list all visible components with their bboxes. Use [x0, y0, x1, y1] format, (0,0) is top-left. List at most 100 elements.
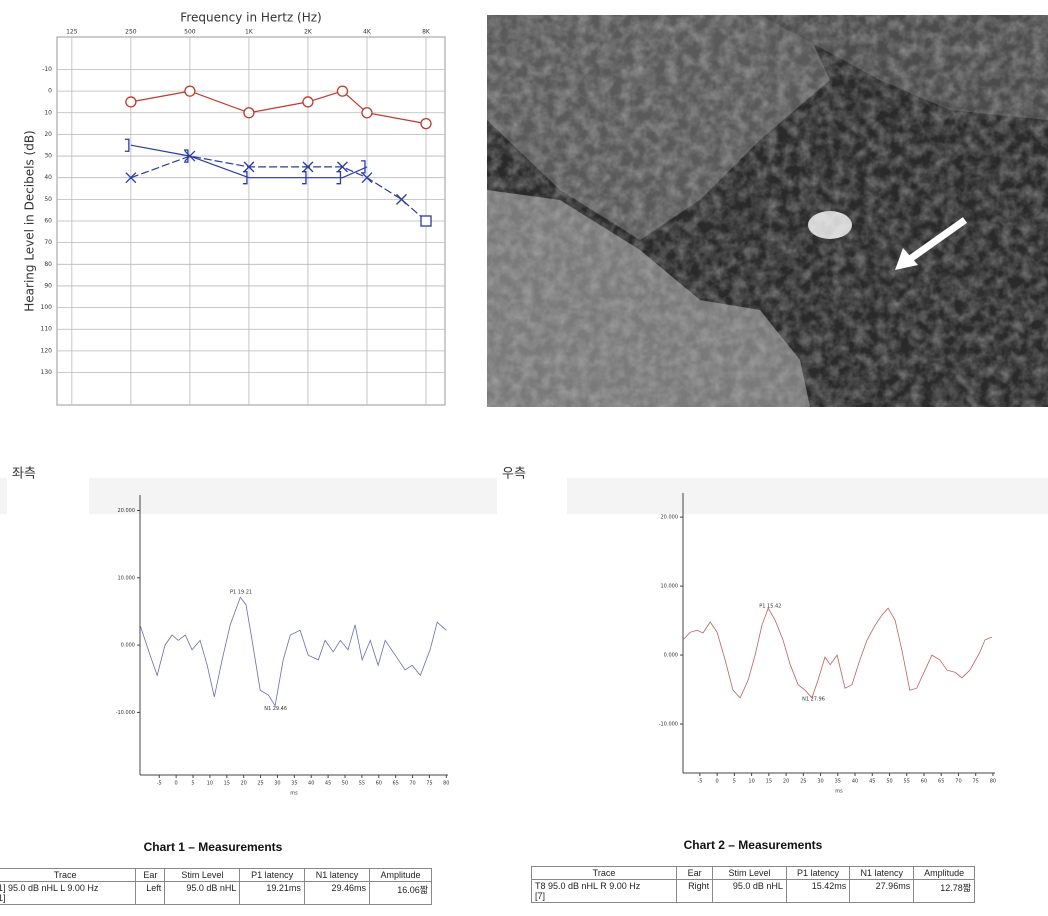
chart-title: Frequency in Hertz (Hz) — [180, 11, 321, 25]
cell: 27.96ms — [849, 879, 915, 903]
x-tick-label: 65 — [938, 779, 944, 785]
marker-square — [420, 215, 432, 227]
marker-circle — [302, 96, 314, 108]
measurement-table: Chart 1 – Measurements Trace Ear Stim Level… — [0, 840, 432, 905]
header-row: Trace Ear Stim Level P1 latency N1 latency Am… — [531, 866, 975, 880]
row: T8 95.0 dB nHL R 9.00 Hz [7] Right 95.0 dB… — [531, 879, 975, 903]
x-tick-label: 30 — [274, 781, 280, 787]
x-tick-label: 55 — [904, 779, 910, 785]
x-tick-label: 45 — [325, 781, 331, 787]
column-header: Amplitude — [369, 868, 432, 882]
x-tick-label: 250 — [125, 29, 137, 36]
column-header: Ear — [675, 866, 714, 880]
table: Trace Ear Stim Level P1 latency N1 latency Am… — [531, 866, 975, 903]
column-header: P1 latency — [239, 868, 305, 882]
marker-x — [337, 161, 348, 173]
y-tick-label: 80 — [44, 261, 52, 268]
marker-x — [361, 172, 373, 184]
cell: 12.78짧 — [913, 879, 975, 903]
row: 1] 95.0 dB nHL L 9.00 Hz 1] Left 95.0 dB n… — [0, 881, 432, 905]
marker-bracket — [360, 160, 366, 174]
y-tick-label: 30 — [44, 153, 52, 160]
cell: Left — [135, 881, 166, 905]
y-tick-label: 0.000 — [121, 643, 135, 649]
marker-circle — [336, 85, 349, 97]
y-tick-label: 100 — [41, 304, 53, 311]
panel-bg — [0, 514, 1048, 844]
marker-circle — [243, 107, 255, 119]
cell: 15.42ms — [785, 879, 851, 903]
panel-label: 우측 — [502, 467, 526, 482]
x-tick-label: -5 — [697, 779, 702, 785]
marker-bracket — [124, 138, 130, 152]
x-tick-label: 8K — [422, 29, 431, 36]
marker-x — [125, 172, 137, 184]
mri-image — [487, 15, 1048, 407]
marker-bracket — [336, 171, 342, 185]
marker-x — [243, 161, 255, 173]
y-axis-label: Hearing Level in Decibels (dB) — [23, 130, 37, 311]
y-tick-label: 0.000 — [664, 653, 678, 659]
x-tick-label: 0 — [175, 781, 178, 787]
x-axis-label: ms — [835, 789, 843, 795]
series-line — [130, 144, 368, 179]
y-tick-label: 90 — [44, 282, 52, 289]
x-tick-label: -5 — [157, 781, 162, 787]
x-tick-label: 50 — [342, 781, 348, 787]
marker-circle — [361, 107, 373, 119]
y-tick-label: 50 — [44, 196, 52, 203]
y-tick-label: 0 — [48, 88, 52, 95]
arrow — [907, 217, 968, 262]
cell: 29.46ms — [303, 881, 371, 905]
y-tick-label: 20.000 — [661, 515, 679, 521]
mri-texture — [487, 15, 1048, 407]
marker-circle — [420, 117, 432, 130]
y-tick-label: -10 — [42, 66, 52, 73]
x-axis-label: ms — [290, 791, 298, 797]
x-tick-label: 65 — [392, 781, 398, 787]
marker-circle — [184, 85, 196, 97]
panel-label: 좌측 — [12, 467, 36, 482]
y-tick-label: 20.000 — [118, 508, 136, 514]
x-tick-label: 20 — [240, 781, 246, 787]
cell: Right — [675, 879, 714, 903]
y-tick-label: 110 — [41, 326, 53, 333]
x-tick-label: 40 — [852, 779, 858, 785]
annotation: N1 27.96 — [802, 697, 825, 703]
x-tick-label: 60 — [376, 781, 382, 787]
label-box — [497, 478, 567, 514]
x-tick-label: 70 — [955, 779, 961, 785]
column-header: Ear — [135, 868, 166, 882]
x-tick-label: 20 — [783, 779, 789, 785]
y-tick-label: 20 — [44, 131, 52, 138]
x-tick-label: 40 — [308, 781, 314, 787]
x-tick-label: 4K — [363, 29, 372, 36]
column-header: Stim Level — [712, 866, 787, 880]
x-tick-label: 500 — [184, 29, 196, 36]
x-tick-label: 75 — [973, 779, 979, 785]
column-header: N1 latency — [849, 866, 915, 880]
x-tick-label: 125 — [66, 29, 78, 36]
x-tick-label: 35 — [291, 781, 297, 787]
column-header: Amplitude — [913, 866, 975, 880]
marker-bracket — [242, 171, 248, 185]
x-tick-label: 2K — [304, 29, 313, 36]
y-tick-label: 60 — [44, 218, 52, 225]
cell: 1] 95.0 dB nHL L 9.00 Hz 1] — [0, 881, 137, 905]
column-header: P1 latency — [785, 866, 851, 880]
table: Trace Ear Stim Level P1 latency N1 latency Am… — [0, 868, 432, 905]
cell: 95.0 dB nHL — [164, 881, 241, 905]
annotation: N1 29.46 — [264, 706, 287, 712]
x-tick-label: 1K — [245, 29, 254, 36]
x-tick-label: 5 — [191, 781, 194, 787]
marker-bracket — [183, 149, 189, 163]
x-tick-label: 70 — [409, 781, 415, 787]
x-tick-label: 55 — [359, 781, 365, 787]
y-tick-label: 40 — [44, 174, 52, 181]
column-header: Trace — [531, 866, 677, 880]
column-header: Stim Level — [164, 868, 241, 882]
x-tick-label: 50 — [886, 779, 892, 785]
cell: 95.0 dB nHL — [712, 879, 787, 903]
